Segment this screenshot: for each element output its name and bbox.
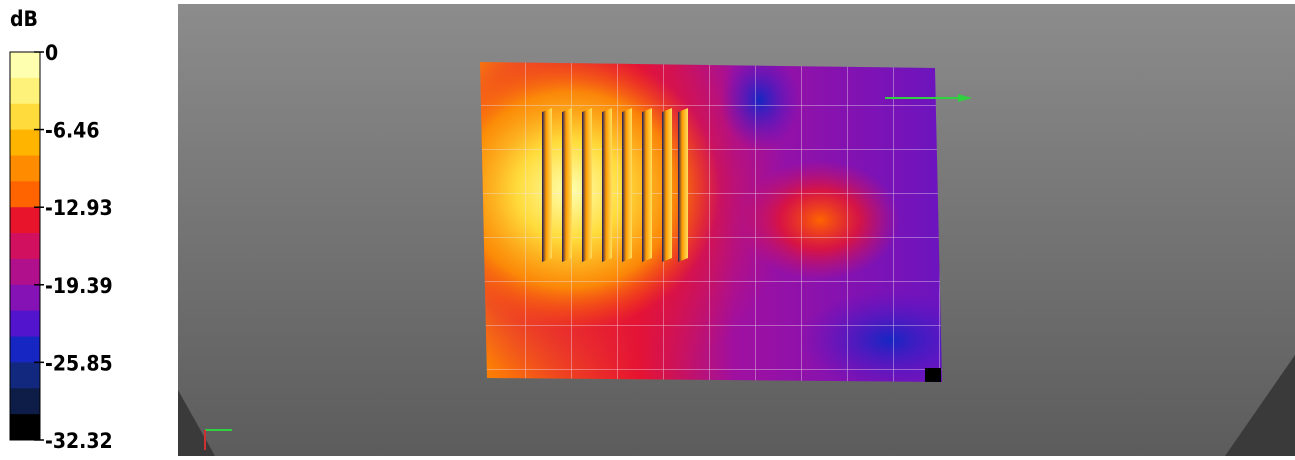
colorbar-band xyxy=(10,258,40,286)
colorbar-band xyxy=(10,155,40,182)
colorbar-band xyxy=(10,233,40,260)
colorbar-band xyxy=(10,129,40,156)
colorbar-band xyxy=(10,414,40,441)
colorbar-band xyxy=(10,207,40,234)
colorbar-tick-label: -25.85 xyxy=(45,351,113,375)
colorbar-band xyxy=(10,52,40,79)
colorbar-tick-label: 0 xyxy=(45,41,58,65)
corner-shadow xyxy=(1225,355,1295,456)
colorbar-band xyxy=(10,103,40,131)
colorbar-band xyxy=(10,284,40,312)
colorbar-frame xyxy=(9,51,41,441)
colorbar: 0 -6.46 -12.93 -19.39 -25.85 -32.32 xyxy=(9,41,113,453)
colorbar-tick-label: -6.46 xyxy=(45,119,99,143)
colorbar-band xyxy=(10,77,40,105)
colorbar-band xyxy=(10,336,40,363)
axis-gizmo xyxy=(204,94,972,450)
legend-unit: dB xyxy=(10,7,38,31)
colorbar-band xyxy=(10,362,40,389)
colorbar-band xyxy=(10,388,40,415)
colorbar-tick-label: -12.93 xyxy=(45,196,113,220)
colorbar-tick-label: -19.39 xyxy=(45,274,113,298)
colorbar-band xyxy=(10,310,40,338)
colorbar-band xyxy=(10,181,40,208)
fins xyxy=(542,108,688,262)
colorbar-tick-label: -32.32 xyxy=(45,429,113,453)
